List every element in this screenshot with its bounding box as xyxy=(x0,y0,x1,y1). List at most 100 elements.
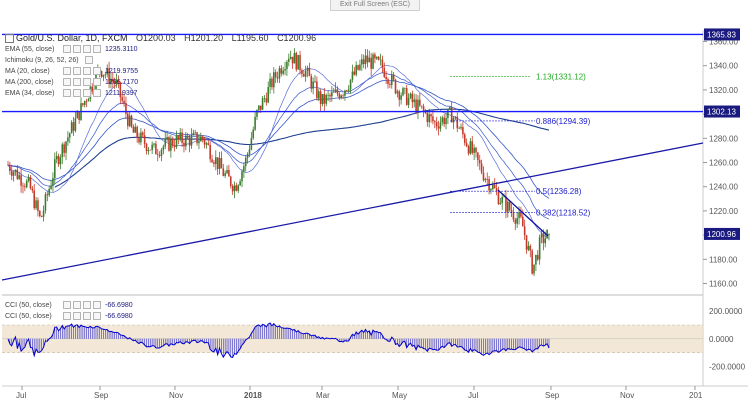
x-tick-label: Nov xyxy=(620,391,634,400)
candle-body xyxy=(140,132,142,143)
eye-icon[interactable] xyxy=(63,67,71,75)
eye-icon[interactable] xyxy=(63,89,71,97)
settings-icon[interactable] xyxy=(73,89,81,97)
ema55-line xyxy=(7,80,550,199)
candle-body xyxy=(445,117,447,125)
indicator-row-ma20[interactable]: MA (20, close) 1219.9755 xyxy=(5,66,138,76)
more-icon[interactable] xyxy=(93,45,101,53)
eye-icon[interactable] xyxy=(63,301,71,309)
candle-body xyxy=(520,212,522,217)
indicator-row-ichimoku[interactable]: Ichimoku (9, 26, 52, 26) xyxy=(5,55,95,65)
more-icon[interactable] xyxy=(93,67,101,75)
low-value: L1195.60 xyxy=(231,33,269,43)
indicator-row-ema34[interactable]: EMA (34, close) 1211.9397 xyxy=(5,88,138,98)
candle-body xyxy=(364,55,367,65)
y-tick-label: 1220.00 xyxy=(709,207,738,216)
candle-body xyxy=(224,173,226,176)
candle-body xyxy=(42,210,45,217)
candle-body xyxy=(419,99,421,106)
settings-icon[interactable] xyxy=(73,78,81,86)
high-value: H1201.20 xyxy=(184,33,224,43)
candle-body xyxy=(113,81,116,84)
candle-body xyxy=(409,93,412,98)
more-icon[interactable] xyxy=(93,89,101,97)
candle-body xyxy=(304,70,307,77)
candle-body xyxy=(467,146,470,154)
eye-icon[interactable] xyxy=(85,56,93,64)
indicator-label: MA (200, close) xyxy=(5,78,54,86)
candle-body xyxy=(228,169,230,177)
close-icon[interactable] xyxy=(83,67,91,75)
candle-body xyxy=(82,103,84,105)
candle-body xyxy=(523,226,526,236)
candle-body xyxy=(529,245,532,251)
candle-body xyxy=(392,74,395,80)
close-icon[interactable] xyxy=(83,89,91,97)
cci-row-1[interactable]: CCI (50, close) -66.6980 xyxy=(5,300,133,310)
candle-body xyxy=(194,132,196,133)
eye-icon[interactable] xyxy=(63,45,71,53)
candle-body xyxy=(475,147,477,153)
candle-body xyxy=(196,132,198,144)
candle-body xyxy=(540,233,543,238)
close-icon[interactable] xyxy=(83,301,91,309)
indicator-value: 1211.9397 xyxy=(105,89,138,97)
candle-body xyxy=(244,157,247,167)
indicator-label: EMA (34, close) xyxy=(5,89,55,97)
indicator-value: 1266.7170 xyxy=(105,78,139,86)
uptrend-line xyxy=(1,142,704,281)
candle-body xyxy=(312,81,314,89)
candle-body xyxy=(263,98,266,99)
candle-body xyxy=(286,61,288,70)
close-icon[interactable] xyxy=(83,78,91,86)
candle-body xyxy=(405,88,408,105)
candle-body xyxy=(484,179,487,181)
close-icon[interactable] xyxy=(83,45,91,53)
candle-body xyxy=(158,155,161,156)
candle-body xyxy=(273,72,275,88)
settings-icon[interactable] xyxy=(73,45,81,53)
candle-body xyxy=(366,55,369,63)
cci-value: -66.6980 xyxy=(105,301,133,309)
candle-body xyxy=(214,157,217,164)
more-icon[interactable] xyxy=(93,301,101,309)
candle-body xyxy=(91,86,94,92)
candle-body xyxy=(334,89,337,93)
candle-body xyxy=(389,84,391,85)
indicator-row-ema55[interactable]: EMA (55, close) 1235.3110 xyxy=(5,44,138,54)
candle-body xyxy=(435,122,438,127)
candle-body xyxy=(143,135,146,144)
candle-body xyxy=(250,138,253,150)
candle-body xyxy=(531,250,533,274)
candle-body xyxy=(160,149,163,156)
close-icon[interactable] xyxy=(83,312,91,320)
settings-icon[interactable] xyxy=(73,312,81,320)
candle-body xyxy=(9,165,11,172)
collapse-icon[interactable] xyxy=(5,34,14,43)
candle-body xyxy=(186,135,189,138)
candle-body xyxy=(39,210,41,216)
candle-body xyxy=(29,177,32,189)
candle-body xyxy=(460,127,462,129)
eye-icon[interactable] xyxy=(63,312,71,320)
candle-body xyxy=(258,105,260,111)
candle-body xyxy=(192,132,195,136)
settings-icon[interactable] xyxy=(73,67,81,75)
settings-icon[interactable] xyxy=(73,301,81,309)
candle-body xyxy=(359,64,361,70)
more-icon[interactable] xyxy=(93,78,101,86)
candle-body xyxy=(316,81,318,99)
more-icon[interactable] xyxy=(93,312,101,320)
candle-body xyxy=(83,100,86,105)
candle-body xyxy=(482,172,485,181)
candle-body xyxy=(185,135,187,147)
candle-body xyxy=(226,169,228,174)
candle-body xyxy=(20,175,22,186)
exit-fullscreen-button[interactable]: Exit Full Screen (ESC) xyxy=(330,0,420,11)
eye-icon[interactable] xyxy=(63,78,71,86)
cci-row-2[interactable]: CCI (50, close) -66.6980 xyxy=(5,311,133,321)
candle-body xyxy=(299,55,301,71)
indicator-row-ma200[interactable]: MA (200, close) 1266.7170 xyxy=(5,77,138,87)
